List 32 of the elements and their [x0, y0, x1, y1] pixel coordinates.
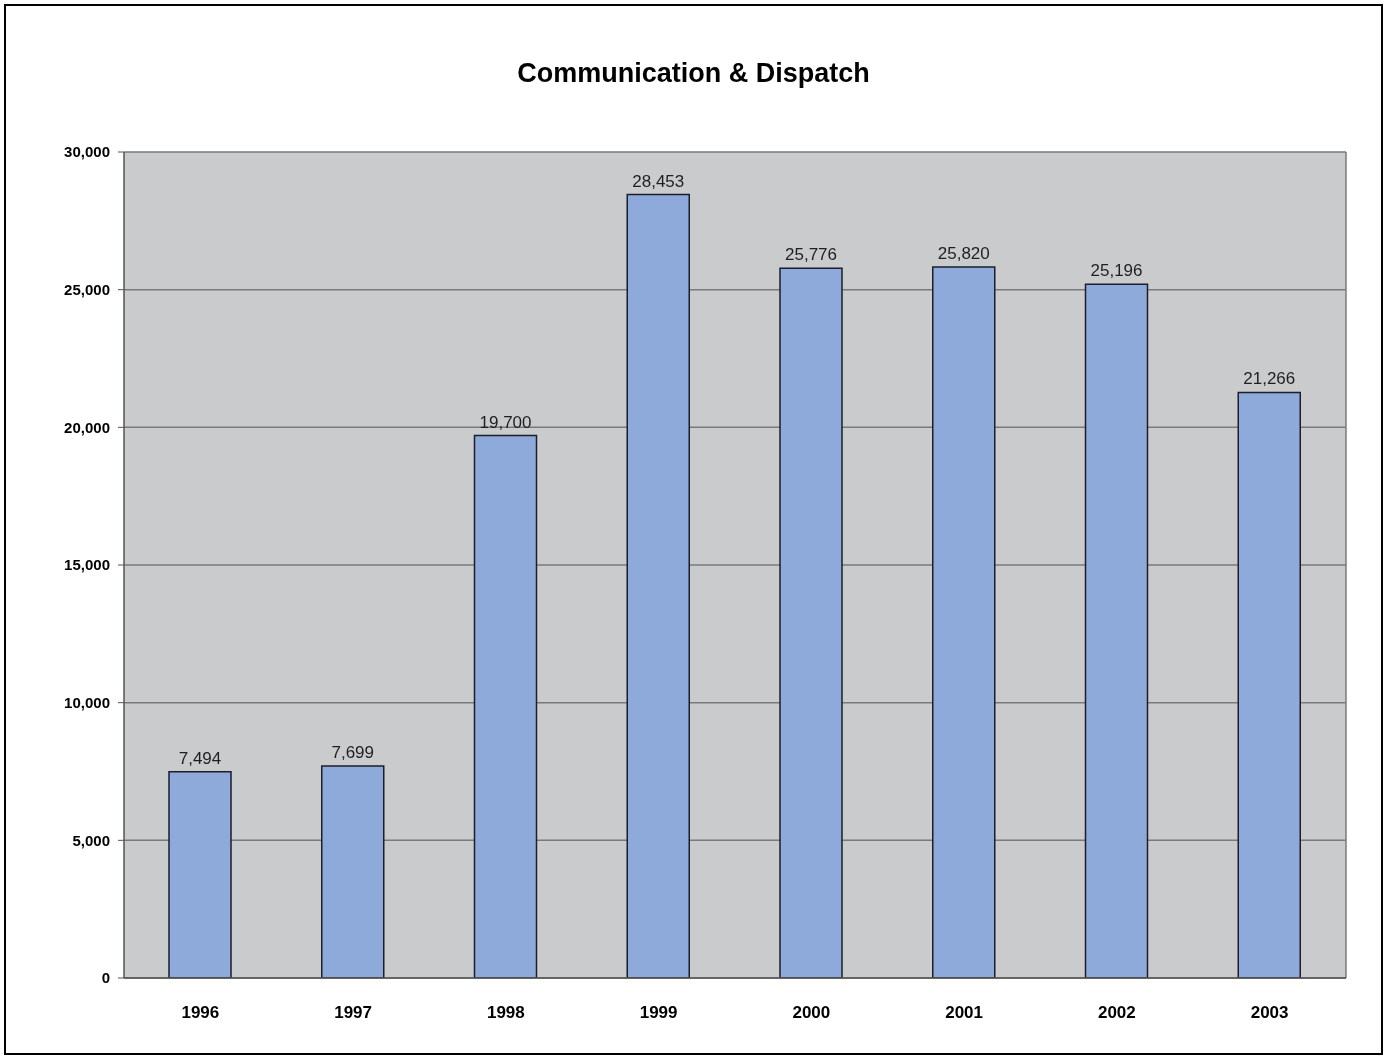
y-tick-label: 20,000 [64, 418, 110, 436]
bar [1084, 283, 1149, 978]
data-label: 7,699 [331, 743, 375, 763]
chart-title: Communication & Dispatch [516, 57, 871, 90]
x-tick-label: 2003 [1250, 1003, 1289, 1023]
bar [473, 434, 538, 978]
data-label: 25,196 [1090, 261, 1143, 281]
data-label: 28,453 [632, 171, 685, 191]
y-tick-label: 10,000 [64, 693, 110, 711]
x-tick-label: 1998 [486, 1003, 525, 1023]
x-tick-label: 2002 [1097, 1003, 1136, 1023]
y-tick-label: 5,000 [72, 831, 110, 849]
y-tick-label: 15,000 [64, 556, 110, 574]
x-tick-label: 2001 [945, 1003, 984, 1023]
y-tick-label: 0 [101, 969, 110, 987]
data-label: 25,820 [937, 244, 990, 264]
data-label: 7,494 [178, 748, 222, 768]
bar [1237, 391, 1301, 978]
bar [168, 770, 232, 978]
data-label: 25,776 [785, 245, 837, 265]
y-tick-label: 25,000 [64, 280, 110, 298]
bar [932, 266, 996, 978]
x-tick-label: 1997 [334, 1003, 373, 1023]
x-tick-label: 1996 [181, 1003, 220, 1023]
data-label: 19,700 [479, 412, 532, 432]
x-tick-label: 2000 [792, 1003, 831, 1023]
data-label: 21,266 [1243, 369, 1296, 389]
x-tick-label: 1999 [639, 1003, 678, 1023]
bar [626, 193, 690, 978]
bar [321, 765, 385, 978]
y-tick-label: 30,000 [64, 143, 110, 161]
bar [779, 267, 843, 978]
